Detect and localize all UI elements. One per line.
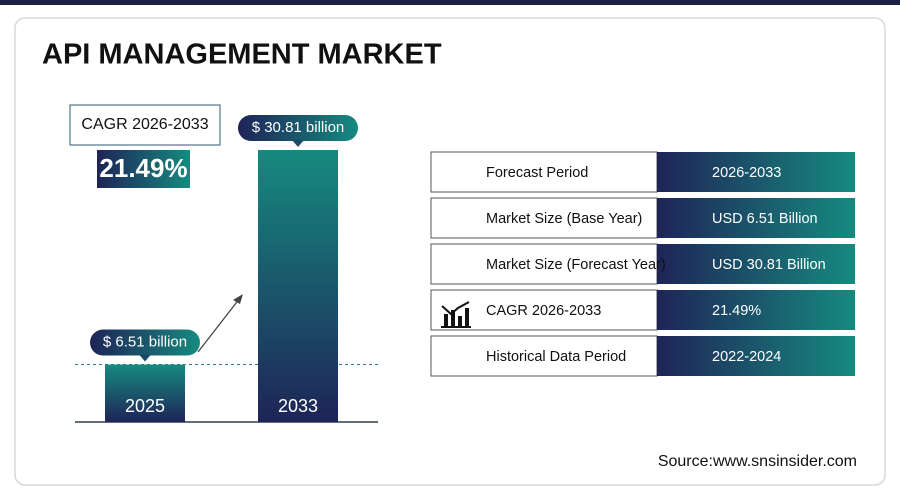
row-label: Market Size (Base Year): [486, 211, 642, 227]
title: API MANAGEMENT MARKET: [42, 39, 442, 71]
top-band: [0, 0, 900, 5]
bar: [105, 364, 185, 422]
row-value-cell: [657, 290, 855, 330]
cagr-value-box: [97, 150, 190, 188]
row-value: USD 30.81 Billion: [712, 257, 826, 273]
bubble-pointer: [292, 140, 304, 147]
row-label: Historical Data Period: [486, 349, 626, 365]
table-icon: [441, 301, 471, 328]
row-label: Market Size (Forecast Year): [486, 257, 666, 273]
value-bubble: [238, 115, 358, 141]
row-value: 2026-2033: [712, 165, 781, 181]
row-label-cell: [430, 335, 658, 377]
row-value-cell: [657, 336, 855, 376]
bubble-pointer: [139, 354, 151, 362]
row-value-cell: [657, 244, 855, 284]
value-label: $ 6.51 billion: [103, 333, 187, 350]
cagr-label-box: [69, 104, 221, 146]
value-bubble: [90, 329, 200, 356]
row-label: Forecast Period: [486, 165, 588, 181]
x-label: 2033: [278, 396, 318, 416]
cagr-label: CAGR 2026-2033: [81, 116, 208, 133]
source: Source:www.snsinsider.com: [658, 453, 857, 470]
row-value: USD 6.51 Billion: [712, 211, 818, 227]
row-value: 21.49%: [712, 303, 761, 319]
row-value-cell: [657, 152, 855, 192]
growth-arrow: [197, 294, 243, 353]
value-label: $ 30.81 billion: [252, 119, 345, 136]
cagr-value: 21.49%: [99, 153, 187, 183]
row-label: CAGR 2026-2033: [486, 303, 601, 319]
x-label: 2025: [125, 396, 165, 416]
row-value-cell: [657, 198, 855, 238]
row-value: 2022-2024: [712, 349, 781, 365]
row-label-cell: [430, 151, 658, 193]
bar: [258, 150, 338, 422]
